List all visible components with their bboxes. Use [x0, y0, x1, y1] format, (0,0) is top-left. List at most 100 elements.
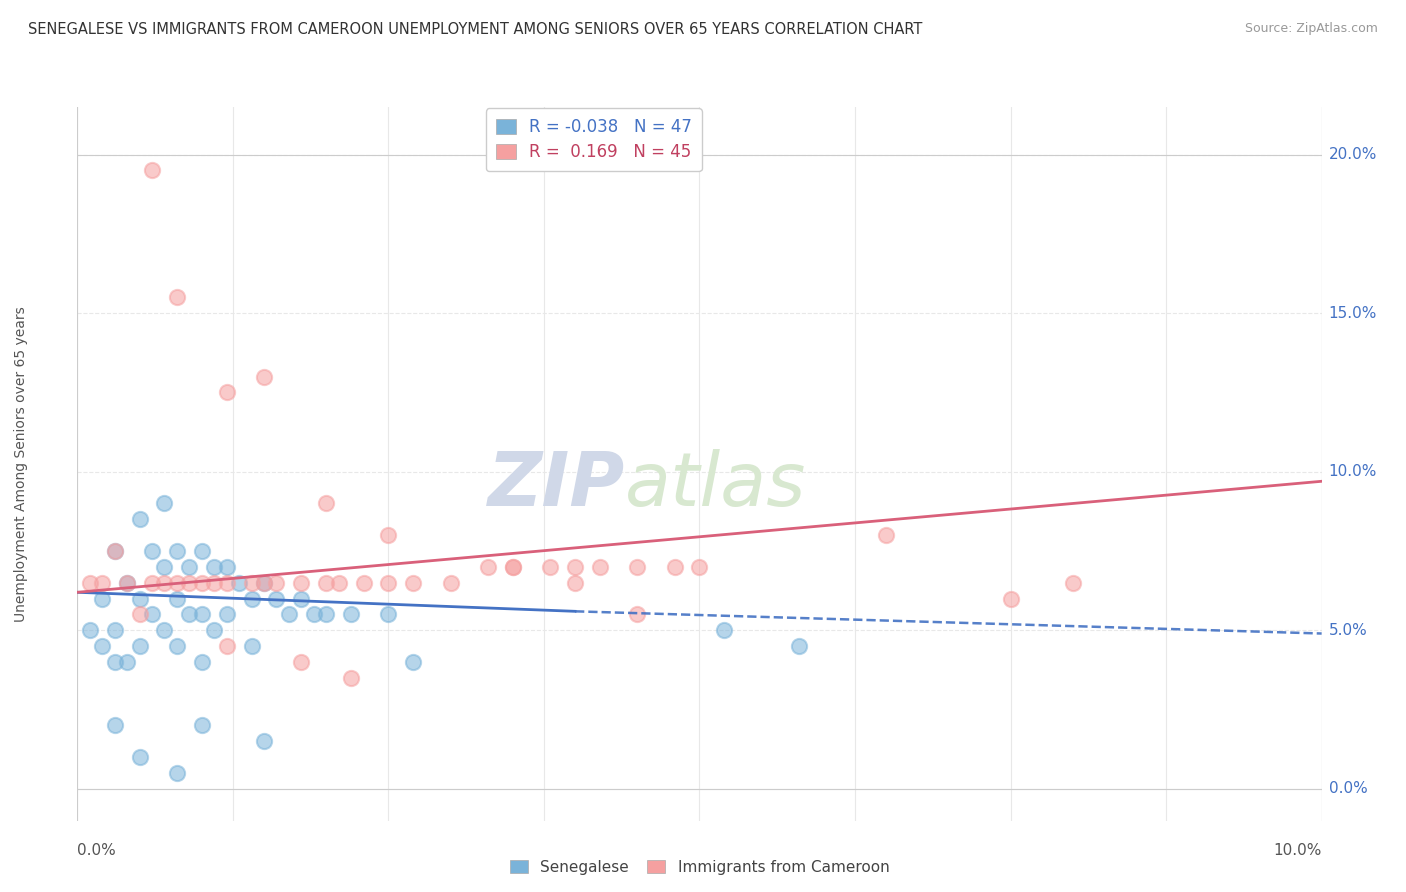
Point [128, 607, 150, 622]
Point [787, 639, 810, 653]
Point [564, 560, 586, 574]
Point [179, 560, 201, 574]
Point [564, 575, 586, 590]
Text: 10.0%: 10.0% [1329, 464, 1376, 479]
Text: 0.0%: 0.0% [77, 843, 117, 858]
Point [91, 591, 114, 606]
Point [153, 496, 176, 510]
Text: atlas: atlas [624, 450, 806, 521]
Point [128, 639, 150, 653]
Point [302, 607, 325, 622]
Point [79, 575, 101, 590]
Point [141, 575, 163, 590]
Point [340, 671, 363, 685]
Point [79, 624, 101, 638]
Point [153, 560, 176, 574]
Point [240, 575, 263, 590]
Point [166, 290, 188, 304]
Text: Source: ZipAtlas.com: Source: ZipAtlas.com [1244, 22, 1378, 36]
Point [253, 734, 276, 748]
Text: SENEGALESE VS IMMIGRANTS FROM CAMEROON UNEMPLOYMENT AMONG SENIORS OVER 65 YEARS : SENEGALESE VS IMMIGRANTS FROM CAMEROON U… [28, 22, 922, 37]
Point [713, 624, 735, 638]
Point [277, 607, 299, 622]
Point [191, 655, 214, 669]
Point [91, 639, 114, 653]
Point [191, 575, 214, 590]
Point [141, 607, 163, 622]
Point [253, 575, 276, 590]
Point [104, 544, 127, 558]
Text: 5.0%: 5.0% [1329, 623, 1368, 638]
Point [215, 560, 238, 574]
Point [153, 624, 176, 638]
Text: 10.0%: 10.0% [1274, 843, 1322, 858]
Point [328, 575, 350, 590]
Point [166, 766, 188, 780]
Point [104, 718, 127, 732]
Point [538, 560, 561, 574]
Point [166, 575, 188, 590]
Point [402, 575, 425, 590]
Point [179, 607, 201, 622]
Text: 15.0%: 15.0% [1329, 306, 1376, 321]
Point [166, 591, 188, 606]
Point [215, 385, 238, 400]
Point [377, 528, 399, 542]
Point [228, 575, 250, 590]
Point [128, 750, 150, 764]
Point [141, 544, 163, 558]
Point [689, 560, 711, 574]
Point [166, 639, 188, 653]
Point [202, 575, 225, 590]
Text: ZIP: ZIP [488, 449, 624, 522]
Point [166, 544, 188, 558]
Point [377, 575, 399, 590]
Point [626, 607, 648, 622]
Point [115, 655, 138, 669]
Point [215, 575, 238, 590]
Point [128, 512, 150, 526]
Point [104, 655, 127, 669]
Point [875, 528, 897, 542]
Text: 20.0%: 20.0% [1329, 147, 1376, 162]
Point [215, 607, 238, 622]
Point [202, 624, 225, 638]
Point [315, 607, 337, 622]
Text: Unemployment Among Seniors over 65 years: Unemployment Among Seniors over 65 years [14, 306, 28, 622]
Point [266, 591, 288, 606]
Point [290, 655, 312, 669]
Point [253, 575, 276, 590]
Point [440, 575, 463, 590]
Point [240, 639, 263, 653]
Point [402, 655, 425, 669]
Point [290, 591, 312, 606]
Point [315, 575, 337, 590]
Point [128, 591, 150, 606]
Point [290, 575, 312, 590]
Point [104, 624, 127, 638]
Point [91, 575, 114, 590]
Point [240, 591, 263, 606]
Point [253, 369, 276, 384]
Point [626, 560, 648, 574]
Point [153, 575, 176, 590]
Point [477, 560, 499, 574]
Point [104, 544, 127, 558]
Point [115, 575, 138, 590]
Point [202, 560, 225, 574]
Point [589, 560, 612, 574]
Point [502, 560, 524, 574]
Point [340, 607, 363, 622]
Text: 0.0%: 0.0% [1329, 781, 1368, 797]
Point [191, 607, 214, 622]
Point [664, 560, 686, 574]
Point [191, 544, 214, 558]
Point [141, 163, 163, 178]
Point [1062, 575, 1084, 590]
Point [179, 575, 201, 590]
Point [502, 560, 524, 574]
Point [377, 607, 399, 622]
Point [353, 575, 375, 590]
Point [215, 639, 238, 653]
Point [115, 575, 138, 590]
